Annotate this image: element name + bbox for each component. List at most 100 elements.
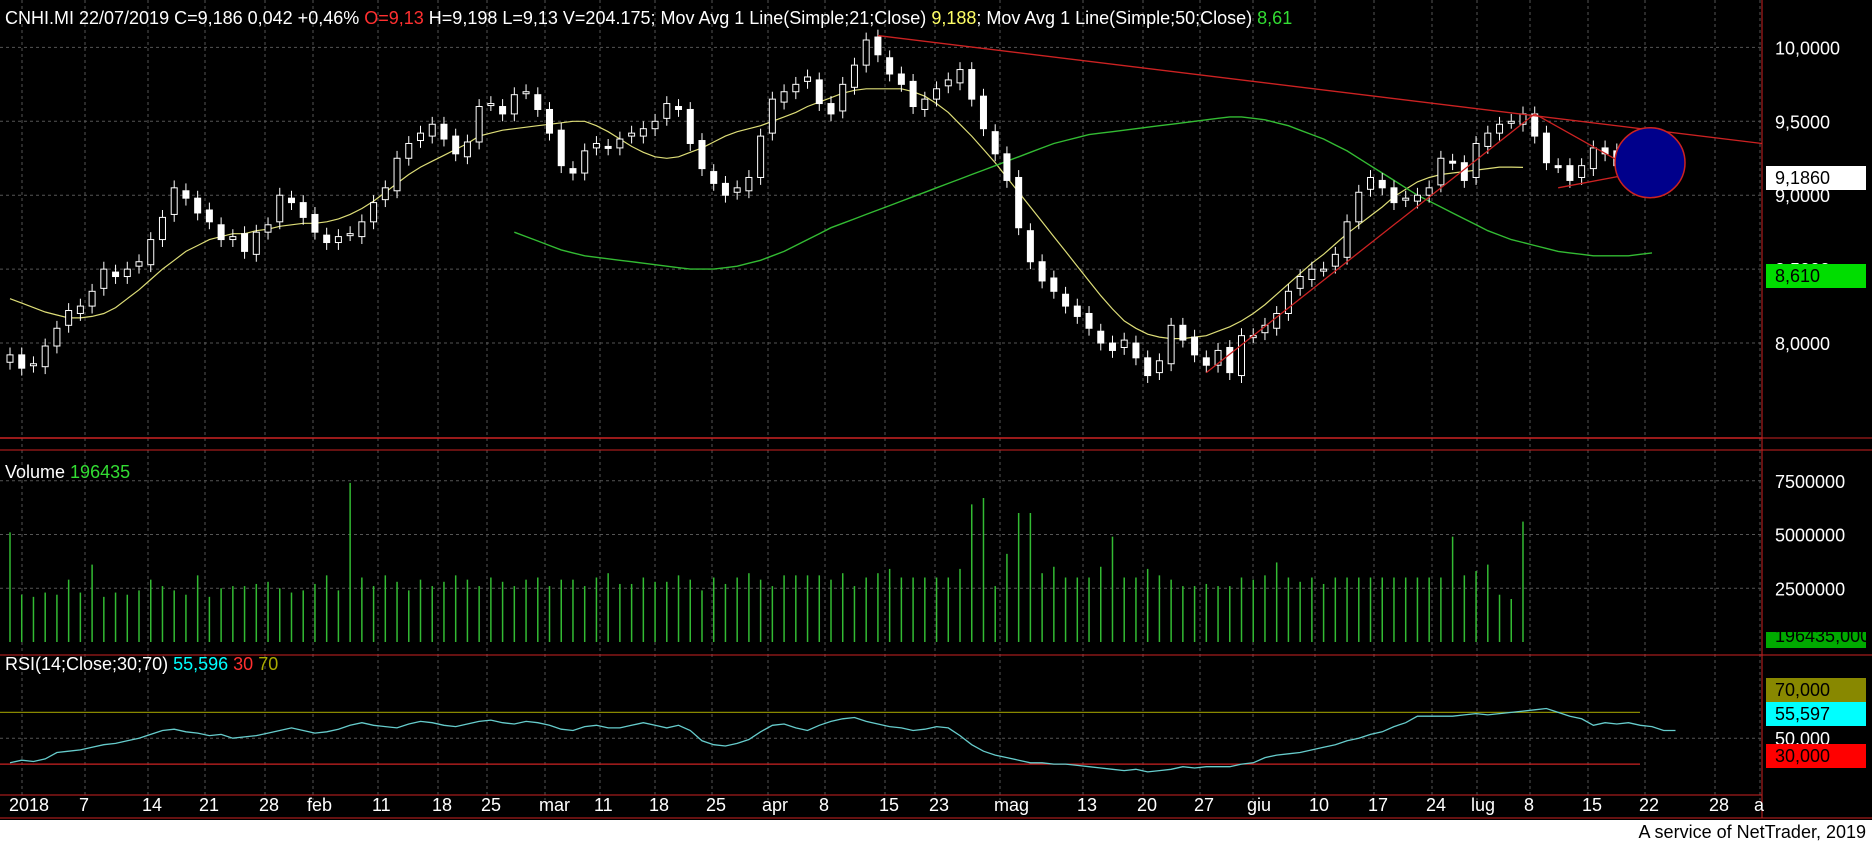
- candle-down: [1378, 179, 1386, 189]
- volume-value: 196435: [70, 462, 130, 482]
- candle-up: [475, 106, 483, 143]
- candle-up: [1331, 253, 1339, 267]
- candle-up: [381, 187, 389, 201]
- x-axis-label: 25: [706, 795, 726, 815]
- x-axis-label: giu: [1247, 795, 1271, 815]
- header-open-value: O=9,13: [364, 8, 424, 28]
- candle-up: [850, 64, 858, 88]
- candlesticks: [6, 29, 1656, 383]
- candle-up: [1578, 165, 1586, 178]
- candle-up: [88, 290, 96, 307]
- x-axis-label: feb: [307, 795, 332, 815]
- x-axis-label: 28: [1709, 795, 1729, 815]
- candle-down: [1132, 342, 1140, 359]
- candle-up: [1425, 187, 1433, 196]
- rsi-high-level: 70: [258, 654, 278, 674]
- badge-price: [1766, 166, 1866, 190]
- candle-up: [1167, 324, 1175, 365]
- price-tick-label: 9,5000: [1775, 112, 1830, 132]
- candle-down: [686, 108, 694, 144]
- candle-down: [1542, 132, 1550, 164]
- candle-up: [616, 138, 624, 149]
- price-tick-label: 8,0000: [1775, 334, 1830, 354]
- candle-up: [956, 69, 964, 84]
- x-axis-label: a: [1754, 795, 1765, 815]
- candle-up: [1355, 191, 1363, 223]
- candle-up: [663, 103, 671, 119]
- volume-tick-label: 7500000: [1775, 472, 1845, 492]
- x-axis-label: 17: [1368, 795, 1388, 815]
- x-axis-label: 2018: [9, 795, 49, 815]
- candle-down: [1566, 165, 1574, 181]
- candle-down: [1015, 176, 1023, 229]
- candle-up: [1308, 268, 1316, 280]
- candle-up: [745, 176, 753, 192]
- header-ma50-label: ; Mov Avg 1 Line(Simple;50;Close): [976, 8, 1257, 28]
- candle-up: [358, 221, 366, 238]
- candle-up: [581, 150, 589, 174]
- header-ma21-value: 9,188: [931, 8, 976, 28]
- footer-credit: A service of NetTrader, 2019: [1639, 822, 1866, 842]
- candle-up: [733, 187, 741, 193]
- candle-down: [1191, 336, 1199, 356]
- candle-up: [1320, 268, 1328, 272]
- candle-down: [287, 197, 295, 204]
- candle-up: [1296, 276, 1304, 289]
- candle-up: [428, 123, 436, 137]
- candle-down: [1202, 357, 1210, 366]
- candle-up: [933, 88, 941, 100]
- header-hlv-values: H=9,198 L=9,13 V=204.175: [424, 8, 651, 28]
- candle-up: [41, 345, 49, 368]
- candle-up: [405, 142, 413, 159]
- price-tick-label: 10,0000: [1775, 38, 1840, 58]
- candle-down: [1390, 187, 1398, 204]
- candle-down: [546, 108, 554, 134]
- badge-rsi_low: [1766, 744, 1866, 768]
- rsi-label: RSI(14;Close;30;70): [5, 654, 173, 674]
- candle-down: [710, 171, 718, 184]
- candle-up: [921, 98, 929, 110]
- volume-label: Volume: [5, 462, 70, 482]
- price-tick-label: 9,0000: [1775, 186, 1830, 206]
- candle-down: [1038, 261, 1046, 282]
- x-axis-label: 22: [1639, 795, 1659, 815]
- candle-up: [1507, 120, 1515, 124]
- candle-down: [18, 354, 26, 369]
- badge-volume-text: 196435,000: [1775, 626, 1870, 646]
- rsi-panel: [0, 707, 1676, 773]
- x-axis-label: 25: [481, 795, 501, 815]
- candle-up: [1273, 312, 1281, 329]
- candle-down: [675, 106, 683, 110]
- candle-up: [276, 194, 284, 223]
- candle-up: [1343, 221, 1351, 258]
- candle-up: [639, 128, 647, 137]
- candle-up: [792, 83, 800, 93]
- x-axis-label: 21: [199, 795, 219, 815]
- x-axis-label: 28: [259, 795, 279, 815]
- candle-down: [1449, 160, 1457, 164]
- x-axis-label: apr: [762, 795, 788, 815]
- badge-volume: [1766, 632, 1866, 648]
- x-axis-label: 14: [142, 795, 162, 815]
- candle-down: [815, 79, 823, 105]
- trend-lines: [877, 34, 1763, 374]
- candle-up: [170, 187, 178, 215]
- badge-rsi_value-text: 55,597: [1775, 704, 1830, 724]
- x-axis-label: 8: [819, 795, 829, 815]
- candle-down: [182, 190, 190, 199]
- candle-up: [147, 239, 155, 266]
- candle-down: [1003, 153, 1011, 181]
- grid-lines: [0, 0, 1762, 800]
- badge-rsi_high-text: 70,000: [1775, 680, 1830, 700]
- candle-up: [53, 327, 61, 347]
- x-axis-label: 7: [79, 795, 89, 815]
- candle-down: [1226, 346, 1234, 374]
- candle-down: [1097, 330, 1105, 344]
- x-axis-label: 11: [372, 795, 391, 815]
- candle-up: [417, 132, 424, 142]
- candle-down: [1026, 230, 1034, 263]
- candle-down: [1554, 165, 1562, 169]
- candle-down: [698, 140, 706, 170]
- x-axis-label: mar: [539, 795, 570, 815]
